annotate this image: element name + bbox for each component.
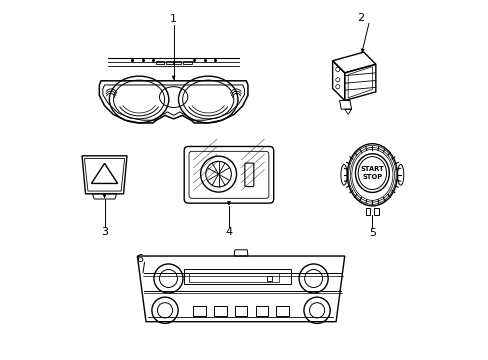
Bar <box>166 61 174 64</box>
Bar <box>366 208 369 215</box>
Bar <box>183 269 290 284</box>
Bar <box>193 306 205 316</box>
Bar <box>189 273 279 282</box>
Bar <box>266 276 272 281</box>
Bar <box>374 208 378 215</box>
Bar <box>234 306 247 316</box>
Bar <box>276 306 288 316</box>
Text: 1: 1 <box>170 14 177 24</box>
Bar <box>183 61 191 64</box>
Text: 4: 4 <box>225 228 232 237</box>
Bar <box>214 306 226 316</box>
Text: 2: 2 <box>356 13 363 23</box>
Bar <box>155 61 163 64</box>
Text: STOP: STOP <box>362 174 382 180</box>
Text: 6: 6 <box>136 255 143 265</box>
Text: START: START <box>360 166 384 172</box>
Bar <box>255 306 267 316</box>
Bar <box>173 61 181 64</box>
Text: 5: 5 <box>368 228 375 238</box>
Text: 3: 3 <box>101 228 108 237</box>
